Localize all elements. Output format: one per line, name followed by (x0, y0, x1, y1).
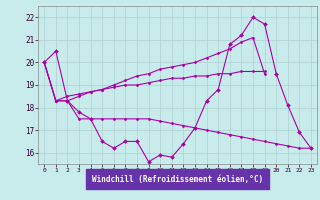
X-axis label: Windchill (Refroidissement éolien,°C): Windchill (Refroidissement éolien,°C) (92, 175, 263, 184)
